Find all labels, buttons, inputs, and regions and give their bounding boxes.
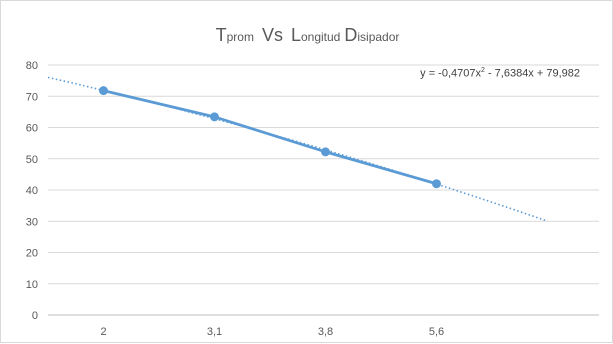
equation-prefix: y = -0,4707x [420,67,481,80]
trendline [47,76,548,222]
data-point [99,86,108,96]
series-line [102,89,438,186]
title-initial-d: D [344,25,358,45]
chart-title: Tprom Vs Longitud Disipador [1,25,613,47]
x-tick-label: 3,8 [318,326,333,338]
trendline-equation: y = -0,4707x2 - 7,6384x + 79,982 [420,67,580,80]
data-point [210,112,219,122]
y-tick-label: 20 [26,248,38,260]
x-tick-label: 3,1 [207,326,222,338]
y-tick-label: 30 [26,216,38,228]
x-axis-ticks: 2 3,1 3,8 5,6 [100,326,444,338]
equation-suffix: - 7,6384x + 79,982 [484,67,580,80]
y-tick-label: 0 [32,310,38,322]
y-tick-label: 80 [26,60,38,72]
y-tick-label: 60 [26,123,38,135]
title-initial-l: L [290,25,301,45]
x-tick-label: 2 [100,326,106,338]
title-word-ongitud: ongitud [300,30,341,44]
series-markers [99,86,441,189]
title-initial-t: T [215,25,227,45]
title-word-isipador: isipador [357,30,400,44]
y-tick-label: 50 [26,154,38,166]
equation-exponent: 2 [480,67,485,74]
title-subscript-prom: prom [226,30,254,44]
y-axis-ticks: 0 10 20 30 40 50 60 70 80 [26,60,38,322]
x-tick-label: 5,6 [429,326,444,338]
y-tick-label: 40 [26,185,38,197]
title-vs: Vs [261,25,283,45]
data-point [432,179,441,189]
y-tick-label: 70 [26,91,38,103]
gridlines [48,64,599,316]
y-tick-label: 10 [26,279,38,291]
data-point [321,147,330,157]
